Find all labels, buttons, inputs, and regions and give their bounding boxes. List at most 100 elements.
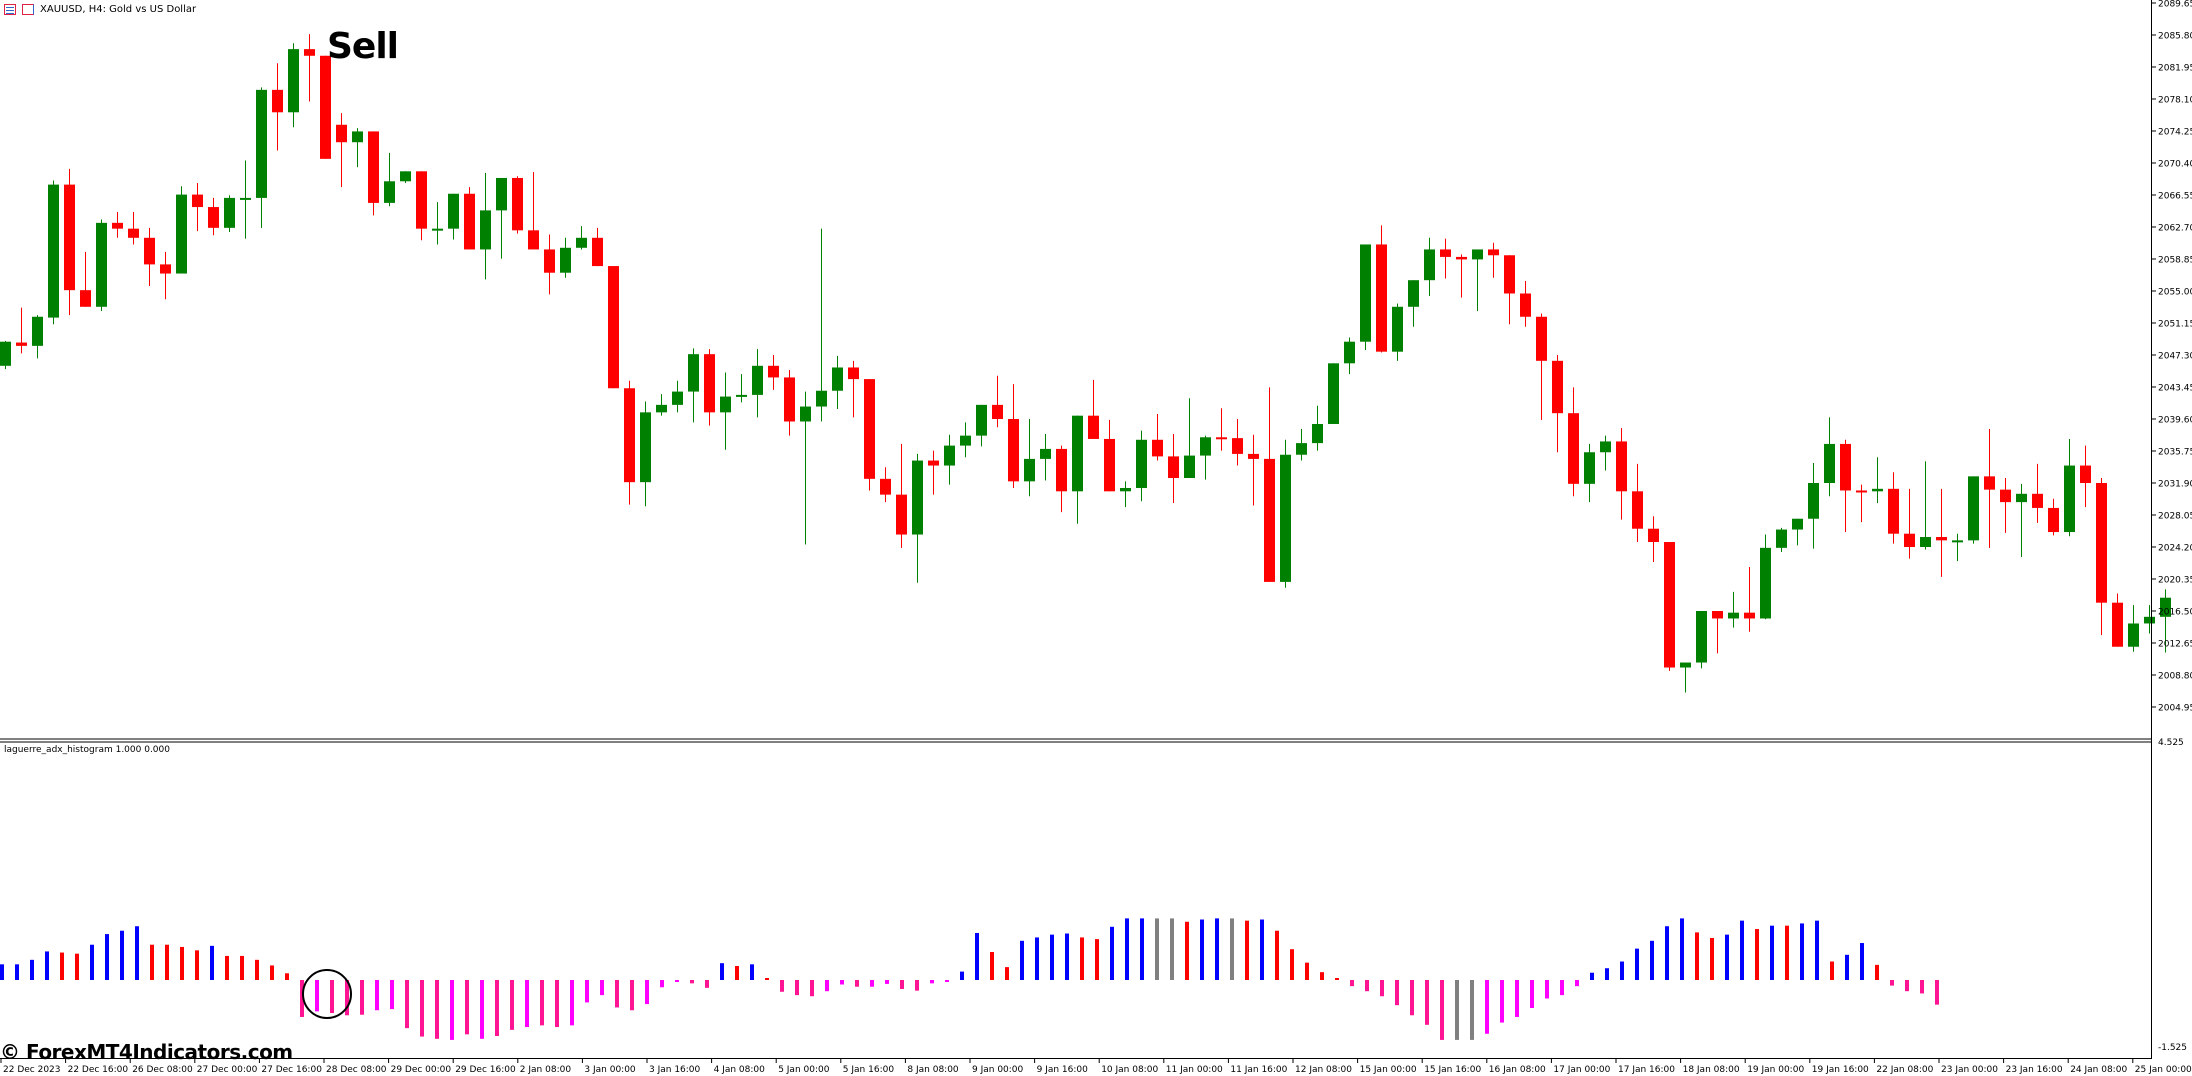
candle: [1344, 337, 1355, 375]
svg-text:29 Dec 16:00: 29 Dec 16:00: [455, 1065, 516, 1075]
candle: [2000, 478, 2011, 533]
svg-text:2043.45: 2043.45: [2158, 384, 2192, 394]
candle: [1296, 428, 1307, 461]
histogram-bar: [1860, 943, 1864, 980]
candle: [1392, 303, 1403, 361]
histogram-bar: [1425, 980, 1429, 1025]
candle: [2048, 498, 2059, 536]
time-axis-ticks: 22 Dec 2023 22 Dec 16:00 26 Dec 08:00 27 De…: [0, 1058, 2192, 1075]
candle: [1136, 430, 1147, 502]
svg-text:2066.55: 2066.55: [2158, 192, 2192, 202]
candle: [1424, 237, 1435, 296]
histogram-bar: [45, 951, 49, 980]
candle: [1488, 242, 1499, 278]
candle: [1024, 419, 1035, 497]
svg-text:2081.95: 2081.95: [2158, 64, 2192, 74]
candle: [320, 55, 331, 159]
candle: [80, 251, 91, 307]
histogram-bar: [870, 980, 874, 987]
candle: [2160, 589, 2171, 653]
histogram-bar: [705, 980, 709, 988]
svg-text:2047.30: 2047.30: [2158, 352, 2192, 362]
candle: [1856, 484, 1867, 523]
histogram-bar: [255, 959, 259, 980]
candle: [1520, 281, 1531, 327]
svg-text:11 Jan 00:00: 11 Jan 00:00: [1166, 1065, 1223, 1075]
candle: [1168, 433, 1179, 503]
candle: [1888, 472, 1899, 544]
histogram-bar: [1905, 980, 1909, 992]
candle: [288, 43, 299, 128]
histogram-bar: [1260, 919, 1264, 980]
histogram-bar: [1575, 980, 1579, 987]
candle: [2032, 463, 2043, 523]
candle: [1536, 313, 1547, 420]
histogram-bar: [105, 934, 109, 980]
histogram-bar: [555, 980, 559, 1028]
candle: [944, 434, 955, 485]
histogram-bar: [180, 946, 184, 980]
histogram-bar: [150, 944, 154, 980]
candle: [1216, 408, 1227, 451]
histogram-bar: [1305, 962, 1309, 980]
candle: [480, 172, 491, 280]
candle: [1712, 611, 1723, 654]
svg-text:27 Dec 00:00: 27 Dec 00:00: [197, 1065, 258, 1075]
candle: [112, 212, 123, 238]
candle: [2080, 445, 2091, 508]
svg-text:8 Jan 08:00: 8 Jan 08:00: [907, 1065, 959, 1075]
histogram-bar: [645, 980, 649, 1005]
candle: [1728, 591, 1739, 628]
candle: [560, 237, 571, 278]
svg-text:2028.05: 2028.05: [2158, 512, 2192, 522]
histogram-bar: [1710, 938, 1714, 980]
histogram-bar: [1920, 980, 1924, 994]
svg-text:22 Dec 16:00: 22 Dec 16:00: [68, 1065, 129, 1075]
histogram-bar: [525, 980, 529, 1028]
svg-text:3 Jan 00:00: 3 Jan 00:00: [584, 1065, 636, 1075]
candle: [1248, 434, 1259, 506]
histogram-bar: [1155, 918, 1159, 980]
svg-text:2051.15: 2051.15: [2158, 320, 2192, 330]
histogram-bar: [495, 980, 499, 1036]
histogram-bar: [270, 965, 274, 980]
price-axis-ticks: 2089.65 2085.80 2081.95 2078.10 2074.25 2070.…: [2151, 0, 2192, 714]
candle: [1968, 476, 1979, 544]
histogram-bar: [1125, 918, 1129, 980]
histogram-bar: [510, 980, 514, 1030]
histogram-bar: [1935, 980, 1939, 1005]
histogram-bar: [300, 980, 304, 1017]
indicator-label: laguerre_adx_histogram 1.000 0.000: [4, 745, 170, 755]
candle: [992, 375, 1003, 428]
svg-text:19 Jan 16:00: 19 Jan 16:00: [1812, 1065, 1869, 1075]
candle: [224, 195, 235, 232]
histogram-bar: [1290, 949, 1294, 980]
candle: [1552, 355, 1563, 453]
histogram-bar: [1395, 980, 1399, 1006]
candle: [784, 369, 795, 436]
candle: [240, 160, 251, 239]
histogram-bar: [1815, 920, 1819, 980]
histogram-bar: [1515, 980, 1519, 1017]
chart-window-icon[interactable]: [22, 3, 34, 15]
candle: [752, 349, 763, 418]
svg-text:2004.95: 2004.95: [2158, 704, 2192, 714]
histogram-bar: [1890, 980, 1894, 986]
watermark: © ForexMT4Indicators.com: [0, 1040, 293, 1064]
candle: [864, 379, 875, 491]
svg-text:24 Jan 08:00: 24 Jan 08:00: [2070, 1065, 2127, 1075]
chart-list-icon[interactable]: [4, 3, 16, 15]
candle: [1616, 428, 1627, 520]
histogram-bar: [1020, 940, 1024, 980]
histogram-bar: [1200, 919, 1204, 980]
svg-text:5 Jan 00:00: 5 Jan 00:00: [778, 1065, 830, 1075]
svg-text:2039.60: 2039.60: [2158, 416, 2192, 426]
histogram-bar: [1170, 918, 1174, 980]
svg-text:2035.75: 2035.75: [2158, 448, 2192, 458]
histogram-bar: [360, 980, 364, 1015]
candle: [1088, 379, 1099, 439]
svg-text:4 Jan 08:00: 4 Jan 08:00: [714, 1065, 766, 1075]
histogram-bar: [930, 980, 934, 984]
